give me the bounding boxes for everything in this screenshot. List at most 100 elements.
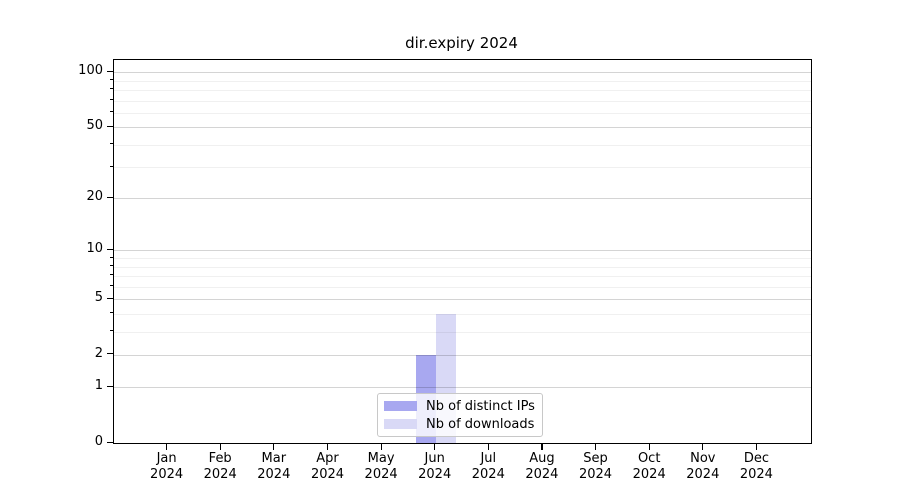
x-axis-tick-label: Apr 2024 [296,451,360,483]
gridline-major [114,387,811,389]
gridline-minor [114,80,811,82]
gridline-minor [114,258,811,259]
x-tick-year: 2024 [203,467,237,482]
gridline-minor [114,313,811,315]
y-axis-tick-label: 1 [94,378,103,394]
x-axis-tick [273,443,275,450]
legend-swatch-distinct-ips [384,401,417,411]
x-tick-month: Nov [690,451,716,466]
gridline-major [114,72,811,74]
y-axis-minor-tick [110,265,113,266]
y-axis-minor-tick [110,143,113,145]
x-tick-year: 2024 [150,467,184,482]
y-axis-tick [107,297,113,299]
gridline-major [114,354,811,356]
x-axis-tick-label: Sep 2024 [564,451,628,483]
x-axis-tick-label: Jul 2024 [456,451,520,483]
x-tick-month: Jun [424,451,445,466]
y-axis-tick-label: 100 [78,63,103,79]
x-axis-tick [541,443,543,450]
y-axis-tick-label: 20 [86,189,103,205]
gridline-minor [114,89,811,91]
x-axis-tick-label: Aug 2024 [510,451,574,483]
y-axis-minor-tick [110,165,113,167]
x-axis-tick [595,443,597,450]
legend-label-distinct-ips: Nb of distinct IPs [426,398,535,414]
x-axis-tick [755,443,758,450]
y-axis-minor-tick [110,285,113,287]
x-axis-tick-label: Dec 2024 [724,451,788,483]
x-axis-tick [487,443,489,450]
x-axis-tick [648,443,650,450]
y-axis-minor-tick [110,99,113,100]
gridline-minor [114,144,811,146]
y-axis-tick [107,248,113,250]
gridline-minor [114,266,811,268]
x-axis-tick [166,443,168,450]
y-axis-tick [107,385,113,387]
legend-item-distinct-ips: Nb of distinct IPs [384,399,536,414]
gridline-minor [114,275,811,277]
gridline-minor [114,100,811,102]
x-tick-year: 2024 [471,467,505,482]
x-axis-tick-label: Nov 2024 [671,451,735,483]
x-tick-month: Jan [156,451,177,466]
x-axis-tick [702,443,704,450]
legend-label-downloads: Nb of downloads [426,416,535,432]
x-axis-tick [380,443,382,450]
y-axis-minor-tick [110,312,113,314]
legend-swatch-downloads [384,419,417,429]
plot-area [113,59,812,444]
x-tick-year: 2024 [686,467,720,482]
legend-item-downloads: Nb of downloads [384,417,536,432]
y-axis-minor-tick [110,79,113,81]
y-axis-tick-label: 5 [94,290,103,305]
y-axis-tick [107,196,113,199]
gridline-minor [114,112,811,114]
y-axis-tick-label: 2 [94,345,103,361]
x-tick-month: Dec [743,451,769,466]
x-tick-year: 2024 [257,467,291,482]
gridline-major [114,299,811,300]
x-axis-tick-label: May 2024 [349,451,413,483]
gridline-major [114,127,811,129]
x-tick-month: Jul [480,451,497,466]
x-axis-tick-label: Jan 2024 [135,451,199,483]
x-tick-year: 2024 [418,467,452,482]
x-axis-tick [219,443,221,450]
x-tick-year: 2024 [632,467,666,482]
y-axis-minor-tick [110,111,113,113]
gridline-major [114,250,811,252]
gridline-major [114,198,811,200]
y-axis-tick [107,70,113,72]
y-axis-minor-tick [110,274,113,276]
chart-title: dir.expiry 2024 [405,34,518,52]
x-tick-month: Oct [637,451,661,466]
x-axis-tick [327,443,329,450]
x-tick-month: Sep [583,451,608,466]
y-axis-minor-tick [110,88,113,90]
x-tick-month: Apr [316,451,339,466]
y-axis-tick [107,441,113,443]
x-axis-tick-label: Oct 2024 [617,451,681,483]
x-tick-year: 2024 [525,467,559,482]
x-axis-tick-label: Mar 2024 [242,451,306,483]
legend: Nb of distinct IPs Nb of downloads [377,393,543,437]
x-axis-tick-label: Jun 2024 [403,451,467,483]
x-tick-month: Feb [208,451,232,466]
x-tick-year: 2024 [310,467,345,482]
x-tick-month: Mar [261,451,287,466]
x-tick-year: 2024 [364,467,398,482]
x-tick-month: May [367,451,395,466]
gridline-minor [114,286,811,288]
y-axis-minor-tick [110,256,113,258]
gridline-minor [114,331,811,333]
x-tick-year: 2024 [578,467,613,482]
y-axis-tick-label: 10 [86,241,103,257]
y-axis-tick-label: 50 [86,118,103,134]
y-axis-tick-label: 0 [94,434,103,449]
y-axis-tick [107,125,113,127]
x-tick-year: 2024 [739,467,773,482]
x-tick-month: Aug [529,451,555,466]
